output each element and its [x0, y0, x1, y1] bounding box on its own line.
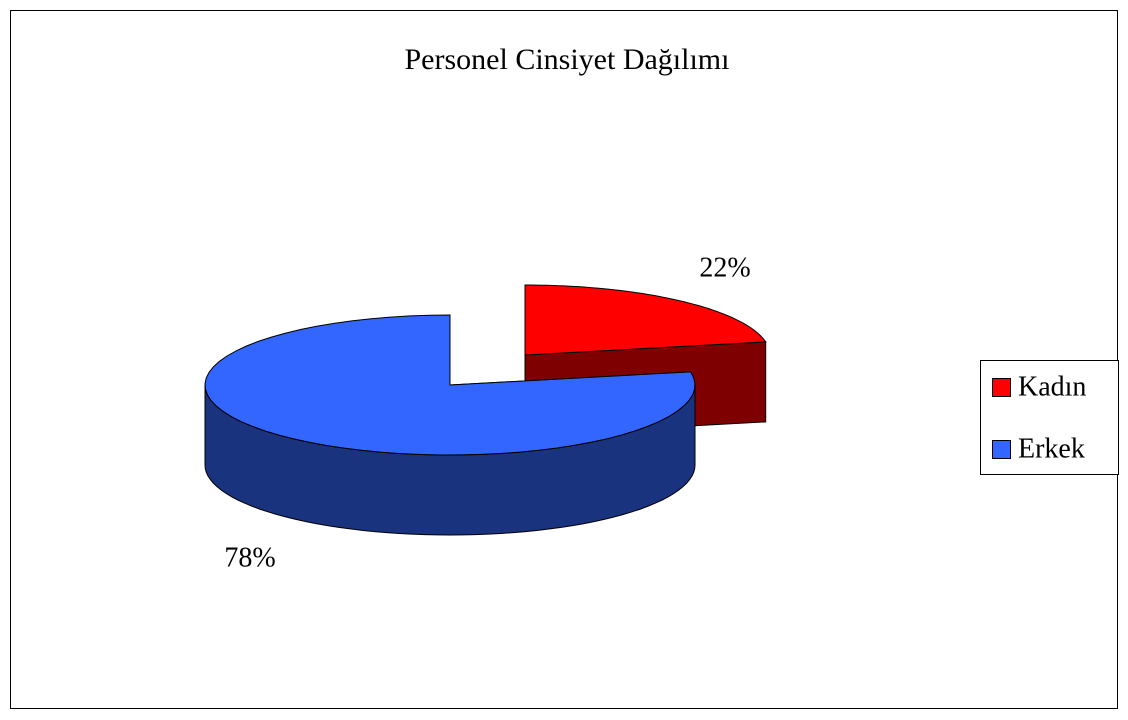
data-label: 22%	[699, 252, 750, 283]
legend-swatch	[992, 378, 1011, 397]
legend-label: Kadın	[1018, 371, 1086, 402]
chart-title: Personel Cinsiyet Dağılımı	[405, 43, 730, 76]
legend-swatch	[992, 440, 1011, 459]
slice-top	[204, 314, 696, 456]
data-label: 78%	[224, 542, 275, 573]
legend-label: Erkek	[1018, 433, 1085, 464]
slice-top	[524, 284, 767, 356]
